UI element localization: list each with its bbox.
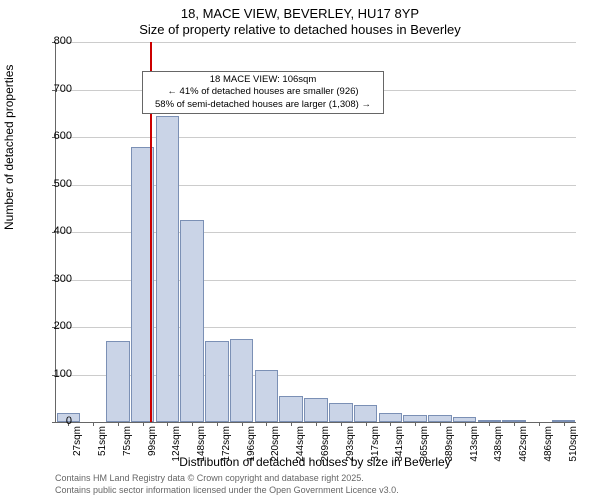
annotation-line: ← 41% of detached houses are smaller (92… — [147, 86, 379, 98]
histogram-bar — [180, 220, 204, 422]
xtick-mark — [217, 422, 218, 426]
ytick-label: 200 — [32, 320, 72, 332]
histogram-bar — [255, 370, 279, 422]
grid-line — [56, 137, 576, 138]
xtick-mark — [489, 422, 490, 426]
xtick-mark — [440, 422, 441, 426]
annotation-box: 18 MACE VIEW: 106sqm← 41% of detached ho… — [142, 71, 384, 114]
xtick-mark — [118, 422, 119, 426]
xtick-mark — [564, 422, 565, 426]
ytick-label: 300 — [32, 273, 72, 285]
title-line2: Size of property relative to detached ho… — [0, 22, 600, 37]
xtick-mark — [465, 422, 466, 426]
xtick-mark — [143, 422, 144, 426]
y-axis-label: Number of detached properties — [2, 65, 16, 230]
xtick-mark — [291, 422, 292, 426]
ytick-label: 0 — [32, 415, 72, 427]
xtick-mark — [192, 422, 193, 426]
histogram-bar — [379, 413, 403, 423]
xtick-mark — [316, 422, 317, 426]
histogram-bar — [304, 398, 328, 422]
histogram-bar — [329, 403, 353, 422]
footer-copyright-line1: Contains HM Land Registry data © Crown c… — [55, 473, 364, 483]
xtick-mark — [415, 422, 416, 426]
ytick-label: 400 — [32, 225, 72, 237]
grid-line — [56, 42, 576, 43]
xtick-mark — [390, 422, 391, 426]
xtick-mark — [539, 422, 540, 426]
ytick-label: 800 — [32, 35, 72, 47]
annotation-line: 18 MACE VIEW: 106sqm — [147, 74, 379, 86]
ytick-label: 100 — [32, 368, 72, 380]
annotation-line: 58% of semi-detached houses are larger (… — [147, 99, 379, 111]
xtick-mark — [93, 422, 94, 426]
histogram-bar — [354, 405, 378, 422]
histogram-plot: 27sqm51sqm75sqm99sqm124sqm148sqm172sqm19… — [55, 42, 576, 423]
ytick-label: 500 — [32, 178, 72, 190]
x-axis-label: Distribution of detached houses by size … — [55, 455, 575, 469]
histogram-bar — [106, 341, 130, 422]
xtick-mark — [366, 422, 367, 426]
xtick-mark — [266, 422, 267, 426]
xtick-mark — [341, 422, 342, 426]
xtick-mark — [242, 422, 243, 426]
histogram-bar — [428, 415, 452, 422]
histogram-bar — [156, 116, 180, 422]
histogram-bar — [403, 415, 427, 422]
ytick-label: 700 — [32, 83, 72, 95]
xtick-mark — [514, 422, 515, 426]
histogram-bar — [279, 396, 303, 422]
histogram-bar — [230, 339, 254, 422]
title-line1: 18, MACE VIEW, BEVERLEY, HU17 8YP — [0, 6, 600, 21]
footer-copyright-line2: Contains public sector information licen… — [55, 485, 399, 495]
histogram-bar — [205, 341, 229, 422]
xtick-mark — [167, 422, 168, 426]
ytick-label: 600 — [32, 130, 72, 142]
